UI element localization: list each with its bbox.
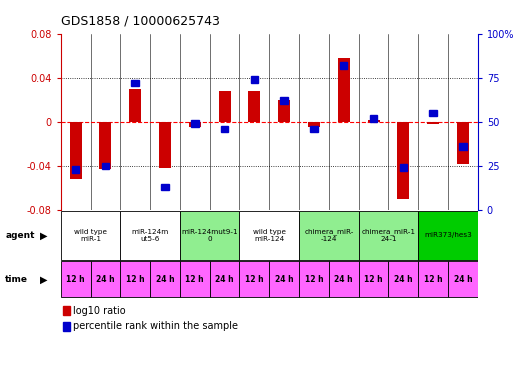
Bar [398,122,409,199]
Text: 24 h: 24 h [394,275,413,284]
Bar [459,143,467,150]
Bar [389,261,418,297]
Bar [359,211,418,260]
Text: 24 h: 24 h [334,275,353,284]
Bar [418,261,448,297]
Bar [120,261,150,297]
Bar [269,261,299,297]
Bar [61,211,120,260]
Text: agent: agent [5,231,35,240]
Bar [359,261,389,297]
Bar [418,211,478,260]
Bar [61,261,90,297]
Bar [400,164,407,171]
Bar [370,115,378,122]
Bar [72,166,79,173]
Text: 24 h: 24 h [96,275,115,284]
Bar [240,261,269,297]
Text: ▶: ▶ [40,230,47,240]
Bar [150,261,180,297]
Bar [102,163,109,169]
Bar [299,261,329,297]
Text: 24 h: 24 h [156,275,174,284]
Text: miR-124mut9-1
0: miR-124mut9-1 0 [182,229,238,242]
Bar [448,261,478,297]
Text: 12 h: 12 h [67,275,85,284]
Text: log10 ratio: log10 ratio [73,306,126,316]
Text: miR373/hes3: miR373/hes3 [424,232,472,238]
Text: wild type
miR-124: wild type miR-124 [253,229,286,242]
Text: 24 h: 24 h [275,275,294,284]
Bar [159,122,171,168]
Bar [63,306,70,315]
Bar [367,120,380,122]
Bar [191,120,199,127]
Bar [427,122,439,124]
Bar [219,91,231,122]
Bar [189,122,201,128]
Text: chimera_miR-
-124: chimera_miR- -124 [304,228,354,242]
Text: 24 h: 24 h [215,275,234,284]
Bar [221,126,228,132]
Text: wild type
miR-1: wild type miR-1 [74,229,107,242]
Bar [338,58,350,122]
Bar [129,89,141,122]
Text: GDS1858 / 10000625743: GDS1858 / 10000625743 [61,15,220,28]
Bar [299,211,359,260]
Text: 24 h: 24 h [454,275,472,284]
Bar [240,211,299,260]
Bar [329,261,359,297]
Text: 12 h: 12 h [424,275,442,284]
Bar [70,122,82,179]
Text: 12 h: 12 h [126,275,145,284]
Bar [278,100,290,122]
Bar [90,261,120,297]
Bar [457,122,469,164]
Bar [131,80,139,86]
Bar [308,122,320,128]
Bar [180,261,210,297]
Text: time: time [5,275,29,284]
Bar [340,62,347,69]
Text: 12 h: 12 h [364,275,383,284]
Bar [429,110,437,116]
Bar [180,211,240,260]
Text: miR-124m
ut5-6: miR-124m ut5-6 [131,229,169,242]
Bar [248,91,260,122]
Bar [120,211,180,260]
Bar [161,184,169,190]
Bar [210,261,240,297]
Bar [280,98,288,104]
Text: 12 h: 12 h [305,275,323,284]
Bar [251,76,258,83]
Bar [63,322,70,331]
Bar [310,126,318,132]
Text: 12 h: 12 h [245,275,263,284]
Text: ▶: ▶ [40,274,47,284]
Text: chimera_miR-1
24-1: chimera_miR-1 24-1 [362,228,416,242]
Bar [99,122,111,169]
Text: 12 h: 12 h [185,275,204,284]
Text: percentile rank within the sample: percentile rank within the sample [73,321,238,331]
